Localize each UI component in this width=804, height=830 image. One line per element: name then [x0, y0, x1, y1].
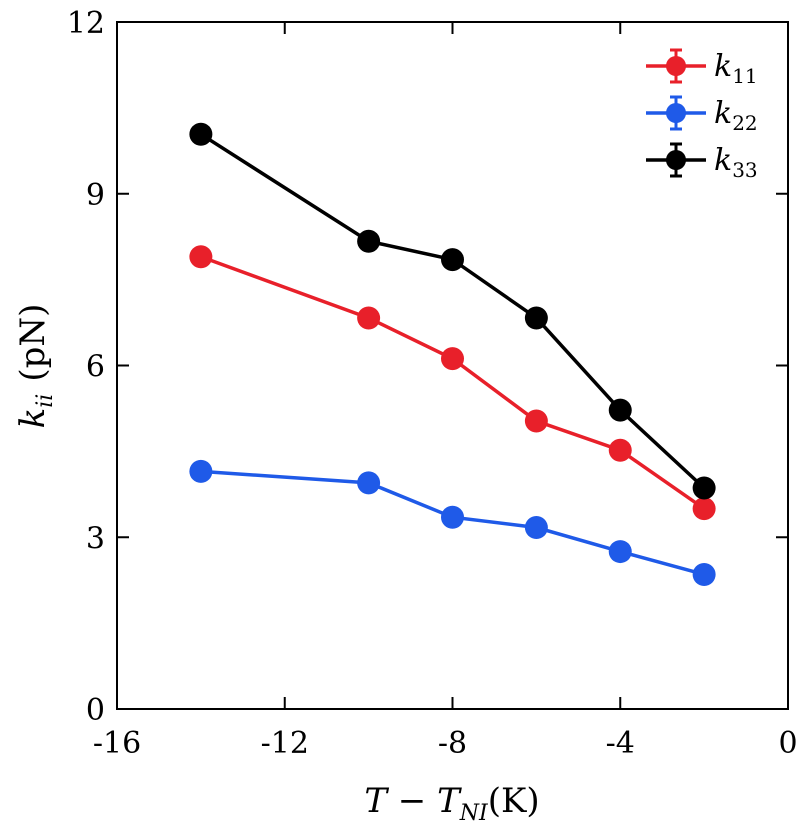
legend: k11 k22 k33: [646, 48, 758, 182]
data-point-k11-5: [692, 497, 716, 521]
series-k11: [189, 245, 716, 521]
series-k33: [189, 122, 716, 500]
series-line-k11: [200, 255, 706, 511]
legend-marker-k22: [666, 103, 686, 123]
data-point-k22-2: [441, 505, 464, 529]
x-axis-label: T − TNI(K): [364, 781, 539, 826]
data-point-k11-0: [189, 245, 213, 269]
data-point-k22-1: [357, 471, 381, 495]
data-point-k22-3: [524, 516, 548, 540]
x-tick-label-3: -4: [606, 726, 635, 761]
y-tick-label-2: 6: [86, 350, 105, 385]
data-point-k11-1: [357, 306, 381, 330]
y-tick-label-0: 0: [86, 693, 105, 728]
y-tick-label-4: 12: [67, 6, 105, 41]
data-point-k33-0: [189, 122, 213, 146]
x-tick-label-0: -16: [93, 726, 141, 761]
data-point-k33-1: [357, 229, 381, 253]
data-point-k11-3: [524, 409, 548, 433]
data-point-k22-0: [189, 459, 213, 483]
x-tick-labels: -16 -12 -8 -4 0: [93, 726, 798, 761]
legend-label-k33: k33: [714, 143, 758, 182]
x-tick-label-1: -12: [261, 726, 309, 761]
series-line-k33: [199, 132, 706, 490]
data-point-k11-2: [441, 347, 464, 371]
y-axis-label: kii(pN): [13, 304, 58, 429]
x-tick-label-2: -8: [438, 726, 467, 761]
series-k22: [189, 459, 716, 586]
data-point-k33-5: [692, 476, 716, 500]
data-point-k22-5: [692, 562, 716, 586]
legend-item-k22: k22: [646, 95, 758, 135]
legend-marker-k33: [666, 150, 686, 170]
axis-ticks: [116, 21, 789, 710]
y-tick-label-3: 9: [86, 178, 105, 213]
legend-label-k22: k22: [714, 96, 758, 135]
data-point-k11-4: [608, 438, 632, 462]
legend-item-k33: k33: [646, 142, 758, 182]
data-point-k33-4: [608, 398, 632, 422]
x-tick-label-4: 0: [778, 726, 797, 761]
legend-item-k11: k11: [646, 48, 758, 88]
series-line-k22: [200, 469, 705, 577]
legend-marker-k11: [666, 56, 686, 76]
series-layer: [189, 122, 716, 586]
data-point-k33-3: [524, 306, 548, 330]
legend-label-k11: k11: [714, 49, 758, 88]
y-tick-labels: 0 3 6 9 12: [67, 6, 105, 728]
data-point-k33-2: [441, 248, 464, 272]
data-point-k22-4: [608, 540, 632, 564]
y-tick-label-1: 3: [86, 521, 105, 556]
